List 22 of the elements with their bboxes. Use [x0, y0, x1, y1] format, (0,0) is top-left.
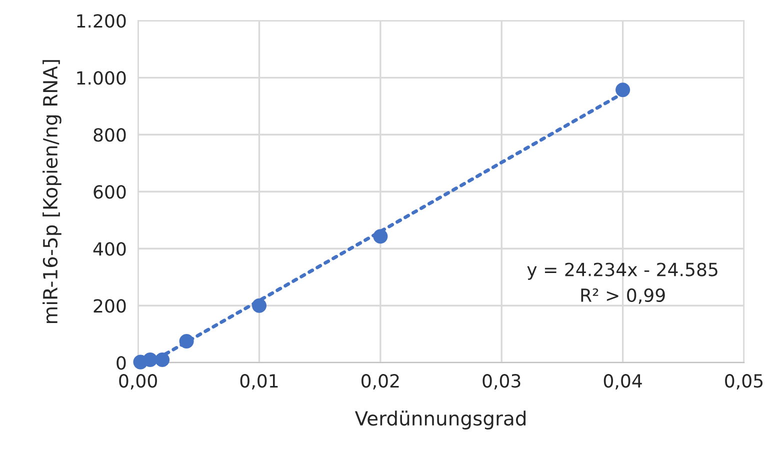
- x-tick-label: 0,04: [604, 374, 642, 390]
- point: [252, 298, 267, 313]
- y-tick-label: 1.000: [77, 71, 126, 85]
- point: [179, 334, 194, 349]
- point: [373, 229, 388, 244]
- y-axis-title: miR-16-5p [Kopien/ng RNA]: [42, 60, 62, 324]
- y-tick-label: 200: [94, 299, 126, 313]
- point: [142, 352, 158, 368]
- x-tick-label: 0,01: [240, 374, 278, 390]
- point: [155, 352, 170, 368]
- annotation: y = 24.234x - 24.585 R² > 0,99: [527, 262, 718, 304]
- x-tick-label: 0,02: [362, 374, 399, 390]
- point: [616, 82, 630, 98]
- x-axis-title: Verdünnungsgrad: [354, 410, 526, 430]
- x-tick-label: 0,03: [482, 374, 520, 390]
- x-tick-label: 0,05: [725, 374, 763, 390]
- y-tick-label: 600: [94, 185, 126, 199]
- y-tick-label: 1.200: [77, 14, 126, 28]
- y-tick-label: 0: [116, 356, 126, 370]
- y-tick-label: 400: [93, 242, 126, 256]
- x-tick-label: 0,00: [119, 374, 157, 390]
- y-tick-label: 800: [94, 128, 126, 142]
